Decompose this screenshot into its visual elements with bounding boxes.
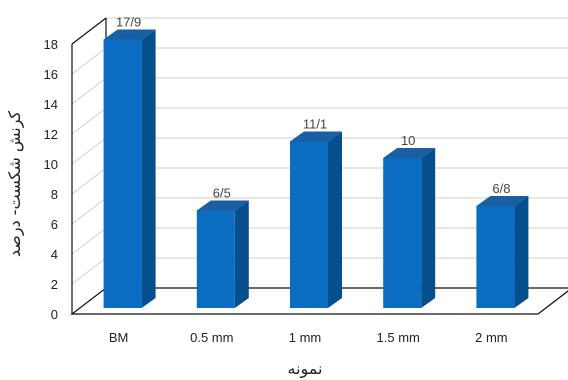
bar-side: [234, 200, 249, 308]
gridline-side: [71, 77, 107, 105]
gridline-side: [71, 257, 107, 285]
bar-top: [196, 200, 249, 211]
y-axis-ticks: 0 2 4 6 8 10 12 14 16 18: [44, 37, 58, 322]
gridline-side: [71, 47, 107, 75]
x-axis-title: نمونه: [288, 359, 323, 379]
bar-side: [141, 29, 156, 308]
bar-4: [476, 196, 529, 308]
bar-2: [290, 131, 342, 308]
y-tick-label: 0: [51, 307, 58, 322]
data-label: 17/9: [116, 15, 141, 30]
gridline-side: [71, 167, 107, 195]
bar-top: [290, 131, 342, 142]
bar-side: [328, 131, 342, 308]
y-tick-label: 14: [44, 97, 58, 112]
x-tick-label: 1.5 mm: [377, 330, 420, 345]
x-tick-label: 0.5 mm: [190, 330, 233, 345]
bar-side: [421, 148, 436, 308]
y-tick-label: 2: [51, 277, 58, 292]
x-tick-label: BM: [109, 330, 129, 345]
y-tick-label: 6: [51, 217, 58, 232]
gridline-side: [71, 107, 107, 135]
bar-3: [383, 148, 436, 308]
bar-top: [476, 196, 529, 206]
x-tick-label: 2 mm: [475, 330, 508, 345]
data-label: 11/1: [303, 117, 327, 132]
data-label: 6/8: [492, 181, 510, 196]
data-label: 6/5: [213, 186, 231, 201]
gridline-side: [71, 227, 107, 255]
bar-top: [103, 29, 156, 40]
gridline-side: [71, 197, 107, 225]
data-label: 10: [401, 133, 415, 148]
bar-front: [383, 158, 422, 308]
bar-side: [514, 196, 529, 308]
x-tick-label: 1 mm: [289, 330, 322, 345]
bar-front: [476, 206, 515, 308]
x-axis-ticks: BM 0.5 mm 1 mm 1.5 mm 2 mm: [109, 330, 508, 345]
bars: 17/9 6/5 11/1 10 6/8: [103, 15, 529, 308]
y-tick-label: 8: [51, 187, 58, 202]
side-wall-top-edge: [71, 17, 107, 45]
bar-front: [103, 39, 142, 308]
y-tick-label: 10: [44, 157, 58, 172]
y-tick-label: 16: [44, 67, 58, 82]
bar-1: [196, 200, 249, 308]
floor: [70, 287, 568, 315]
bar-top: [383, 148, 436, 158]
y-tick-label: 18: [44, 37, 58, 52]
bar-front: [196, 210, 235, 308]
y-axis-title: کرنش شکست- درصد: [5, 110, 25, 257]
bar-0: [103, 29, 156, 308]
bar-front: [290, 141, 328, 308]
y-tick-label: 4: [51, 247, 58, 262]
y-tick-label: 12: [44, 127, 58, 142]
gridline-side: [71, 137, 107, 165]
